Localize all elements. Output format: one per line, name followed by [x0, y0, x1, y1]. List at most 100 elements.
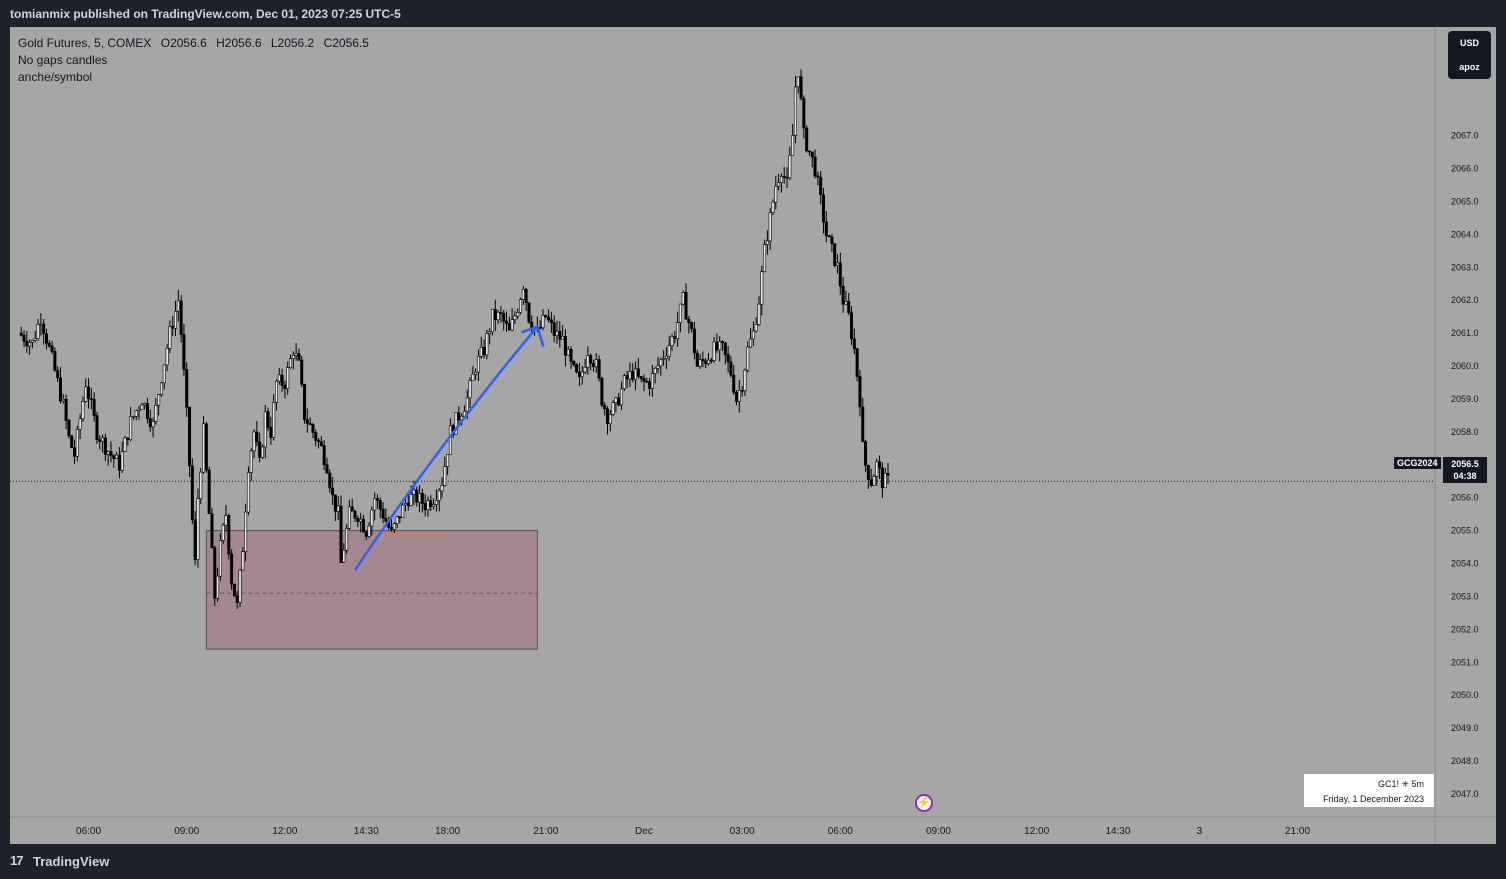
candle-body — [216, 575, 220, 599]
candle-body — [496, 312, 500, 321]
candle-body — [488, 331, 492, 335]
candle-body — [109, 451, 113, 456]
x-tick-label: 14:30 — [1106, 826, 1131, 837]
y-tick-label: 2050.0 — [1451, 690, 1479, 700]
candle-body — [67, 420, 71, 437]
candle-body — [625, 375, 629, 380]
candle-body — [415, 489, 419, 503]
x-tick-label: 06:00 — [76, 826, 101, 837]
candle-body — [805, 127, 809, 152]
candle-body — [454, 412, 458, 435]
candle-body — [524, 288, 528, 304]
candle-body — [659, 359, 663, 367]
candle-body — [527, 302, 531, 323]
candle-body — [538, 327, 542, 329]
candle-body — [774, 185, 778, 203]
currency-selector[interactable]: USD apoz — [1448, 31, 1491, 79]
candle-body — [594, 359, 598, 368]
candle-body — [662, 358, 666, 360]
candle-body — [471, 373, 475, 381]
candle-body — [760, 271, 764, 305]
candle-body — [620, 388, 624, 406]
candle-body — [213, 547, 217, 599]
candle-body — [821, 194, 825, 223]
candle-body — [611, 402, 615, 415]
y-tick-label: 2054.0 — [1451, 559, 1479, 569]
candle-body — [92, 399, 96, 416]
legend-low: L2056.2 — [270, 36, 315, 50]
y-tick-label: 2048.0 — [1451, 756, 1479, 766]
candle-body — [586, 355, 590, 368]
candle-body — [819, 176, 823, 196]
candle-body — [42, 323, 46, 334]
candle-body — [95, 415, 99, 441]
candle-body — [423, 503, 427, 511]
candle-body — [291, 355, 295, 360]
candle-body — [636, 368, 640, 377]
candle-body — [252, 431, 256, 452]
candle-body — [547, 316, 551, 321]
lightning-icon[interactable]: ⚡ — [915, 794, 933, 812]
candle-body — [777, 182, 781, 187]
candle-body — [715, 341, 719, 351]
candle-body — [830, 236, 834, 244]
candle-body — [266, 411, 270, 428]
candle-body — [479, 347, 483, 357]
candle-body — [858, 376, 862, 408]
candle-body — [485, 333, 489, 356]
candle-body — [791, 135, 795, 156]
candle-body — [218, 540, 222, 577]
candle-body — [432, 504, 436, 507]
candle-body — [294, 353, 298, 356]
candle-body — [154, 404, 158, 422]
candle-body — [311, 424, 315, 433]
y-tick-label: 2047.0 — [1451, 789, 1479, 799]
chart-area[interactable]: 2047.0 2048.0 2049.0 2050.0 2051.0 2052.0 2053… — [10, 27, 1496, 844]
candle-body — [729, 361, 733, 376]
y-tick-label: 2056.0 — [1451, 493, 1479, 503]
candle-body — [737, 390, 741, 402]
candle-body — [53, 351, 57, 371]
candle-body — [176, 300, 180, 312]
candle-body — [157, 394, 161, 406]
candle-body — [317, 440, 321, 443]
candle-body — [392, 523, 396, 530]
legend-close: C2056.5 — [323, 36, 369, 50]
candle-body — [73, 447, 77, 457]
candle-body — [297, 353, 301, 361]
candle-body — [384, 517, 388, 522]
candle-body — [793, 86, 797, 136]
candle-body — [765, 240, 769, 245]
candle-body — [238, 569, 242, 603]
candle-body — [406, 502, 410, 506]
candle-body — [162, 364, 166, 384]
candle-body — [852, 338, 856, 350]
last-price-tag: 2056.5 04:38 — [1443, 457, 1487, 483]
legend-open: O2056.6 — [160, 36, 207, 50]
candle-body — [836, 262, 840, 266]
candle-body — [648, 381, 652, 389]
candle-body — [350, 506, 354, 512]
candle-body — [333, 494, 337, 512]
candle-body — [701, 359, 705, 362]
candle-body — [61, 398, 65, 402]
y-tick-label: 2055.0 — [1451, 526, 1479, 536]
candle-body — [174, 310, 178, 329]
publisher-text: tomianmix published on TradingView.com, … — [10, 7, 401, 21]
candle-body — [844, 301, 848, 305]
candle-body — [757, 303, 761, 325]
candle-body — [692, 328, 696, 354]
currency-label: USD — [1459, 38, 1479, 48]
candle-body — [165, 348, 169, 366]
candle-body — [367, 525, 371, 537]
candle-body — [50, 345, 54, 352]
candle-body — [880, 467, 884, 489]
candle-body — [286, 367, 290, 389]
candle-body — [269, 427, 273, 438]
price-chart[interactable]: 2047.0 2048.0 2049.0 2050.0 2051.0 2052.0 2053… — [10, 27, 1496, 844]
candle-body — [505, 320, 509, 324]
candle-body — [398, 516, 402, 519]
candle-body — [698, 359, 702, 367]
candle-body — [115, 454, 119, 460]
x-tick-label: Dec — [635, 826, 653, 837]
